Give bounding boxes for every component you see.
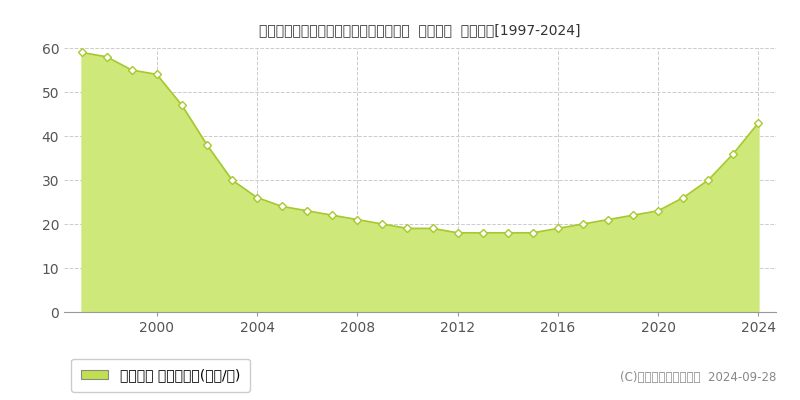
Legend: 基準地価 平均坪単価(万円/坪): 基準地価 平均坪単価(万円/坪) (71, 358, 250, 392)
Text: (C)土地価格ドットコム  2024-09-28: (C)土地価格ドットコム 2024-09-28 (620, 371, 776, 384)
Title: 福岡県福岡市東区多の津２丁目７番２２  基準地価  地価推移[1997-2024]: 福岡県福岡市東区多の津２丁目７番２２ 基準地価 地価推移[1997-2024] (259, 23, 581, 37)
